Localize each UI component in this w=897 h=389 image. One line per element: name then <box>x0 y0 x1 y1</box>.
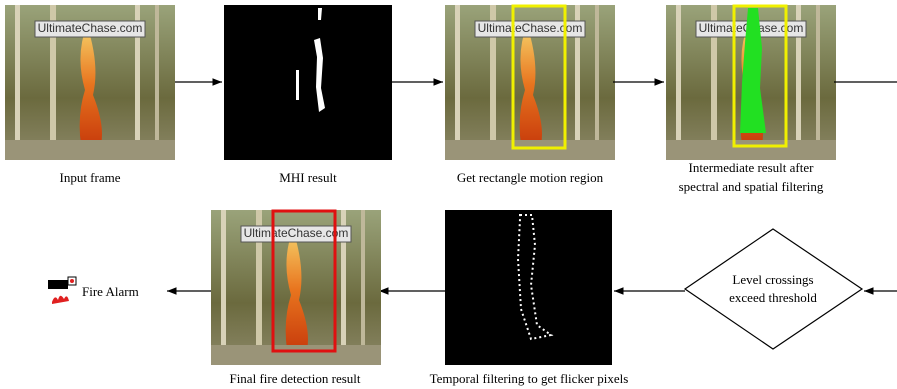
caption: MHI result <box>279 170 337 185</box>
mhi-frame <box>224 5 392 160</box>
alarm-icon <box>48 277 76 304</box>
decision-text: Level crossings <box>732 272 813 287</box>
decision-text: exceed threshold <box>729 290 817 305</box>
caption: Temporal filtering to get flicker pixels <box>430 371 629 386</box>
watermark: UltimateChase.com <box>38 21 143 35</box>
temporal-frame <box>445 210 612 365</box>
rect-frame: UltimateChase.com <box>445 5 615 160</box>
caption: Intermediate result after <box>689 160 815 175</box>
caption: spectral and spatial filtering <box>679 179 824 194</box>
caption: Get rectangle motion region <box>457 170 604 185</box>
intermediate-frame: UltimateChase.com <box>666 5 836 160</box>
caption: Final fire detection result <box>229 371 360 386</box>
watermark: UltimateChase.com <box>478 21 583 35</box>
decision-diamond <box>685 229 862 349</box>
final-frame: UltimateChase.com <box>211 210 381 365</box>
input-frame: UltimateChase.com <box>5 5 175 160</box>
alarm-label: Fire Alarm <box>82 284 139 299</box>
watermark: UltimateChase.com <box>244 226 349 240</box>
diagram: UltimateChase.com UltimateChase.com Ulti… <box>0 0 897 389</box>
caption: Input frame <box>59 170 120 185</box>
